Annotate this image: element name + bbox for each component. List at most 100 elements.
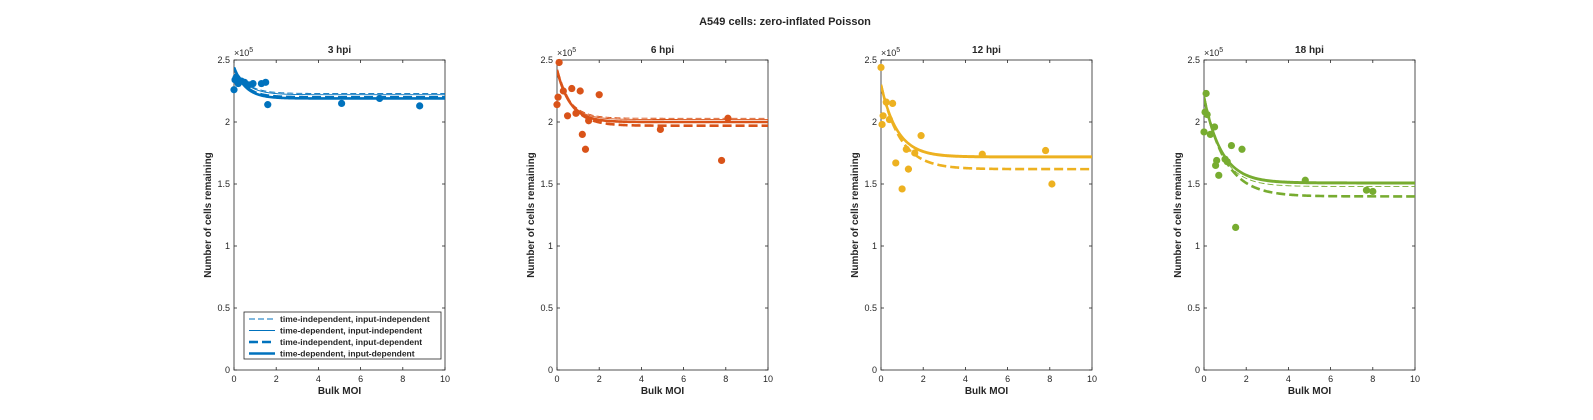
fit-curve-thin-solid [557, 72, 768, 120]
y-tick-label: 0.5 [1187, 303, 1200, 313]
y-tick-label: 1.5 [864, 179, 877, 189]
data-point [262, 78, 270, 86]
data-point [553, 101, 561, 109]
data-point [1202, 89, 1210, 98]
data-point [902, 145, 910, 153]
x-tick-label: 0 [1201, 374, 1206, 384]
x-tick-label: 8 [1047, 374, 1052, 384]
y-tick-label: 1.5 [540, 179, 553, 189]
fit-curve-thick-solid [1204, 96, 1415, 185]
x-tick-label: 10 [440, 374, 450, 384]
data-point [1210, 123, 1219, 131]
y-axis-label: Number of cells remaining [1173, 152, 1184, 278]
fit-curve-thin-dashed [1204, 97, 1415, 187]
x-tick-label: 6 [681, 374, 686, 384]
data-points [877, 63, 1056, 193]
y-axis-label: Number of cells remaining [526, 152, 537, 278]
fit-curve-thick-dashed [557, 69, 768, 128]
data-point [1213, 156, 1221, 165]
data-point [554, 93, 562, 101]
data-point [724, 114, 732, 122]
y-tick-label: 0 [225, 365, 230, 375]
data-point [904, 165, 913, 173]
legend-entry: time-dependent, input-dependent [280, 349, 415, 359]
x-tick-label: 4 [1286, 374, 1291, 384]
x-tick-label: 10 [763, 374, 773, 384]
data-point [1238, 145, 1246, 153]
y-tick-label: 1.5 [217, 179, 230, 189]
data-point [917, 132, 925, 140]
x-tick-label: 4 [316, 374, 321, 384]
data-point [911, 149, 919, 157]
data-point [885, 115, 894, 124]
axes-box [556, 59, 769, 371]
data-point [595, 91, 603, 99]
data-point [1203, 110, 1211, 119]
data-points [553, 58, 732, 165]
x-tick-label: 10 [1087, 374, 1097, 384]
x-tick-label: 0 [554, 374, 559, 384]
y-tick-label: 0.5 [540, 303, 553, 313]
fit-curve-thick-solid [557, 69, 768, 124]
legend: time-independent, input-independent time-… [243, 311, 442, 360]
data-point [889, 99, 897, 107]
y-tick-label: 0.5 [864, 303, 877, 313]
legend-entry: time-independent, input-dependent [280, 337, 422, 347]
x-tick-label: 4 [963, 374, 968, 384]
x-axis-label: Bulk MOI [318, 386, 362, 397]
fit-curve-thick-solid [234, 66, 445, 100]
y-tick-label: 2 [872, 117, 877, 127]
data-point [877, 63, 885, 72]
x-tick-label: 2 [921, 374, 926, 384]
x-tick-label: 6 [358, 374, 363, 384]
x-tick-label: 10 [1410, 374, 1420, 384]
y-axis-label: Number of cells remaining [850, 152, 861, 278]
y-tick-label: 2.5 [1187, 55, 1200, 65]
y-tick-label: 1.5 [1187, 179, 1200, 189]
panel-title: 6 hpi [651, 45, 675, 56]
panel-title: 3 hpi [328, 45, 352, 56]
y-axis-multiplier: ×105 [557, 47, 576, 58]
panel-title: 12 hpi [972, 45, 1001, 56]
fit-curve-thin-dashed [557, 72, 768, 119]
data-point [578, 130, 586, 138]
data-points [230, 73, 424, 110]
fit-curves [557, 69, 768, 128]
y-tick-label: 2 [1195, 117, 1200, 127]
fit-curves [1204, 96, 1415, 198]
data-point [568, 84, 576, 93]
chart-panel-2: 0 2 4 6 8 10 0 0.5 1 1.5 2 2.5 ×105 6 hpi Bulk MOI Numb… [526, 45, 773, 397]
y-tick-label: 1 [872, 241, 877, 251]
y-tick-label: 0.5 [217, 303, 230, 313]
y-tick-label: 2.5 [540, 55, 553, 65]
data-point [232, 73, 240, 81]
data-point [585, 117, 593, 125]
x-tick-label: 8 [723, 374, 728, 384]
data-point [878, 120, 886, 129]
data-point [879, 112, 887, 120]
fit-curve-thin-dashed [234, 67, 445, 94]
legend-entry: time-independent, input-independent [280, 314, 430, 324]
data-point [1200, 128, 1208, 136]
fit-curves [234, 66, 445, 100]
data-point [1232, 223, 1240, 231]
y-tick-label: 2.5 [864, 55, 877, 65]
data-point [1048, 180, 1056, 188]
data-point [1369, 187, 1377, 196]
data-point [892, 159, 900, 167]
data-point [1223, 158, 1231, 166]
x-tick-label: 8 [400, 374, 405, 384]
data-point [375, 94, 384, 103]
data-points [1200, 89, 1377, 231]
figure-title: A549 cells: zero-inflated Poisson [699, 16, 871, 28]
data-point [230, 86, 238, 94]
y-tick-label: 2 [225, 117, 230, 127]
x-tick-label: 0 [878, 374, 883, 384]
x-tick-label: 6 [1005, 374, 1010, 384]
data-point [555, 58, 563, 67]
chart-panel-1: 0 2 4 6 8 10 0 0.5 1 1.5 2 2.5 ×105 3 hpi Bulk MOI Numb… [203, 45, 450, 397]
y-tick-label: 1 [225, 241, 230, 251]
y-tick-label: 2.5 [217, 55, 230, 65]
